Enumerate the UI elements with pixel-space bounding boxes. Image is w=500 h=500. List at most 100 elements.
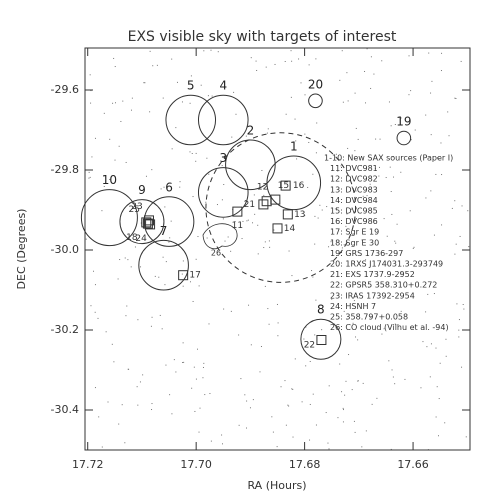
star [230,250,232,252]
star [346,213,348,215]
star [337,417,339,419]
y-axis-label: DEC (Degrees) [15,209,28,290]
target-square [280,180,291,191]
visible-region [205,132,357,283]
star [181,273,183,275]
star [160,188,162,190]
star [192,300,194,302]
star [341,247,343,249]
star [391,213,393,215]
x-tick-label: 17.66 [397,458,429,471]
star [181,101,183,103]
star [203,50,205,52]
legend-entry: 25: 358.797+0.058 [330,313,408,322]
star [173,359,175,361]
star [339,79,341,81]
star [462,304,464,306]
legend-entry: 21: EXS 1737.9-2952 [330,270,415,279]
star [127,368,129,370]
star [89,176,91,178]
x-tick-label: 17.72 [72,458,104,471]
legend-entry: 19: GRS 1736-297 [330,249,403,258]
star [97,317,99,319]
star [340,165,342,167]
target-square [141,217,152,228]
star [334,208,336,210]
star [255,60,257,62]
star [252,222,254,224]
star [355,336,357,338]
star [455,243,457,245]
star [454,97,456,99]
field-label: 5 [187,79,195,93]
star [238,334,240,336]
star [227,236,229,238]
field-label: 3 [219,151,227,165]
star [394,283,396,285]
star [292,388,294,390]
star [103,185,105,187]
star [112,102,114,104]
star [412,247,414,249]
star [250,57,252,59]
star [441,174,443,176]
legend-entry: 1-10: New SAX sources (Paper I) [324,154,453,163]
field-circle [225,139,276,191]
star [276,303,278,305]
star [246,220,248,222]
legend-entry: 15: DVC985 [330,207,378,216]
star [439,362,441,364]
star [105,331,107,333]
star [315,424,317,426]
star [159,314,161,316]
star [312,276,314,278]
star [341,50,343,52]
star [357,380,359,382]
star [114,159,116,161]
star [235,113,237,115]
target-square [232,206,243,217]
target-label: 14 [284,224,296,234]
star [454,253,456,255]
star [189,281,191,283]
star [195,258,197,260]
star [91,156,93,158]
star [292,436,294,438]
star [182,260,184,262]
star [165,364,167,366]
star [414,129,416,131]
star [88,177,90,179]
star [238,424,240,426]
star [114,66,116,68]
star [365,430,367,432]
star [156,64,158,66]
star [257,253,259,255]
star [202,377,204,379]
star [444,422,446,424]
star [447,111,449,113]
star [263,247,265,249]
chart-title: EXS visible sky with targets of interest [128,29,397,45]
star [264,285,266,287]
star [420,387,422,389]
star [468,246,470,248]
star [440,70,442,72]
star [400,310,402,312]
star [435,173,437,175]
star [161,328,163,330]
star [339,159,341,161]
star [345,225,347,227]
star [145,175,147,177]
star [426,346,428,348]
star [459,235,461,237]
star [143,82,145,84]
star [368,286,370,288]
star [361,446,363,448]
star [436,157,438,159]
star [171,148,173,150]
star [465,436,467,438]
star [317,217,319,219]
field-circle [165,94,217,146]
star [193,366,195,368]
target-square [145,219,156,230]
